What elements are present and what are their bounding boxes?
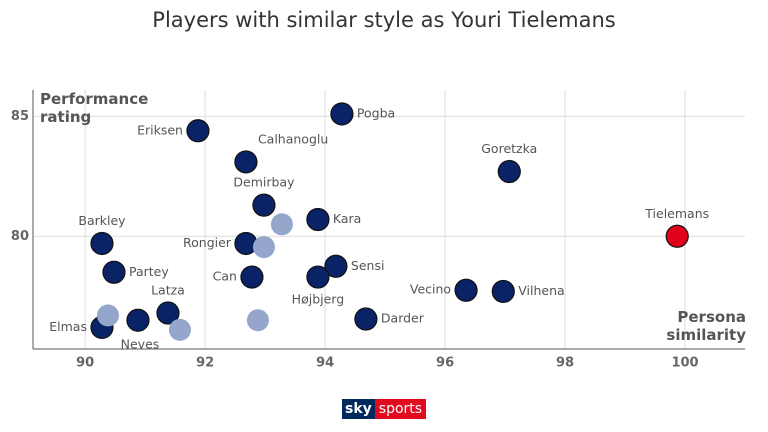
point (252, 236, 275, 259)
point-label: Goretzka (481, 141, 537, 156)
point-label: Neves (121, 337, 160, 352)
point-label: Demirbay (233, 175, 295, 190)
logo-brand: sky (342, 399, 375, 419)
point (324, 254, 348, 278)
y-tick-label: 80 (11, 229, 29, 244)
point (252, 193, 276, 217)
x-tick-label: 90 (76, 356, 94, 371)
point (454, 278, 478, 302)
point-label: Højbjerg (292, 292, 344, 307)
point-label: Darder (381, 311, 425, 326)
x-axis-label: Persona similarity (666, 308, 746, 344)
point-label: Eriksen (137, 122, 183, 137)
point (306, 265, 330, 289)
chart-title: Players with similar style as Youri Tiel… (152, 8, 616, 32)
y-tick-label: 85 (11, 109, 29, 124)
point-label: Latza (151, 283, 185, 298)
point-label: Can (213, 269, 237, 284)
point (90, 231, 114, 256)
point (354, 307, 378, 331)
point (240, 265, 264, 289)
point-label: Vilhena (518, 283, 564, 298)
y-axis-label: Performance rating (40, 90, 149, 126)
point-label: Tielemans (644, 206, 709, 221)
point (102, 260, 126, 284)
point (186, 119, 210, 143)
logo: sky sports (342, 399, 427, 419)
point-label: Calhanoglu (258, 131, 328, 146)
x-tick-label: 98 (556, 356, 574, 371)
point (156, 301, 180, 325)
x-tick-label: 92 (196, 356, 214, 371)
point-label: Pogba (357, 105, 395, 120)
point-label: Vecino (410, 282, 451, 297)
point (497, 159, 521, 184)
point (234, 150, 258, 174)
point-label: Partey (129, 264, 169, 279)
point-label: Rongier (183, 235, 232, 250)
point-label: Sensi (351, 258, 385, 273)
point-label: Kara (333, 211, 361, 226)
point (126, 308, 150, 332)
point (306, 207, 330, 232)
point (270, 213, 293, 236)
point (168, 318, 191, 341)
x-tick-label: 100 (671, 356, 698, 371)
point (96, 304, 119, 327)
point (491, 279, 515, 304)
logo-product: sports (374, 399, 427, 419)
point (665, 224, 689, 248)
point (246, 309, 269, 332)
point-label: Elmas (49, 319, 87, 334)
x-tick-label: 96 (436, 356, 454, 371)
x-tick-label: 94 (316, 356, 334, 371)
point-label: Barkley (78, 213, 126, 228)
point (330, 102, 354, 126)
